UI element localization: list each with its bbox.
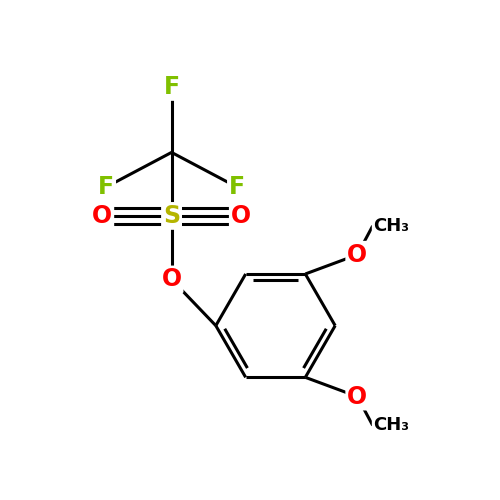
Text: O: O [347,242,368,266]
Text: CH₃: CH₃ [372,416,408,434]
Text: S: S [163,204,180,228]
Text: CH₃: CH₃ [372,217,408,235]
Text: O: O [162,268,182,291]
Text: O: O [347,384,368,408]
Text: O: O [92,204,112,228]
Text: O: O [231,204,251,228]
Text: F: F [164,75,180,99]
Text: F: F [229,175,245,199]
Text: F: F [98,175,114,199]
